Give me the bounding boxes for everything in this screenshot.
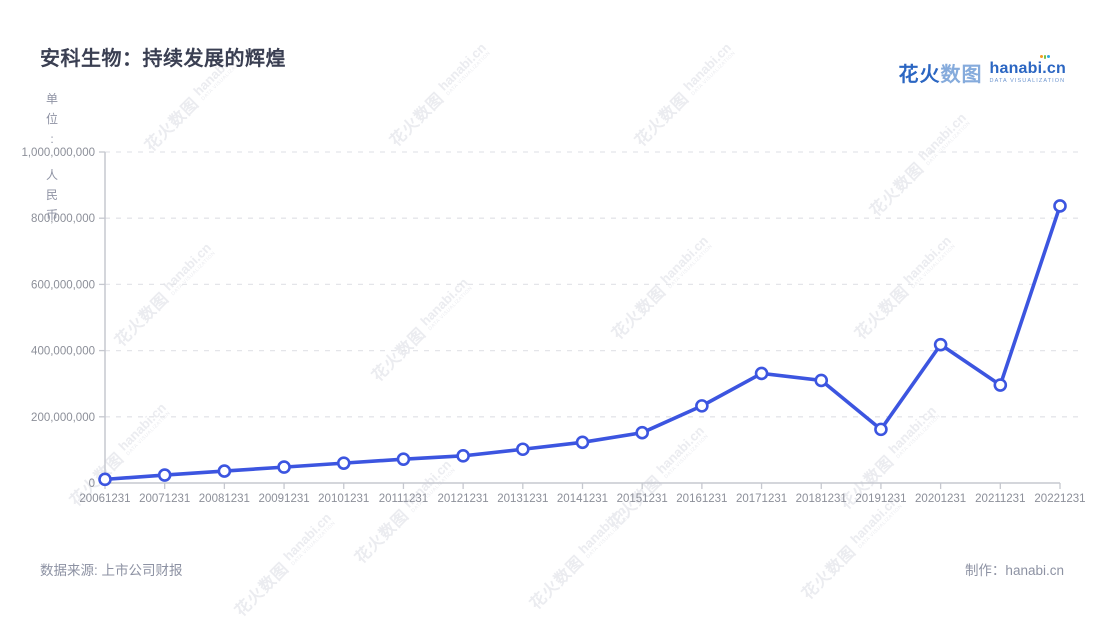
hanabi-logo: 花火数图 hanabi.cn DATA VISUALIZATION <box>899 54 1066 87</box>
data-point-20201231[interactable] <box>933 337 948 352</box>
y-tick-label: 1,000,000,000 <box>21 147 95 159</box>
y-tick-label: 600,000,000 <box>31 279 95 291</box>
x-tick-label: 20181231 <box>796 493 847 505</box>
y-tick-label: 400,000,000 <box>31 346 95 358</box>
data-point-20221231[interactable] <box>1053 199 1067 213</box>
unit-char: : <box>50 132 54 146</box>
logo-cn-light: 数图 <box>940 64 983 86</box>
logo-en-text: hanabi.cn <box>989 59 1066 77</box>
data-point-20061231[interactable] <box>98 472 112 487</box>
data-point-20171231[interactable] <box>754 366 769 381</box>
data-point-20121231[interactable] <box>456 449 470 463</box>
data-point-20081231[interactable] <box>217 464 232 478</box>
data-point-20211231[interactable] <box>993 378 1008 392</box>
x-tick-label: 20161231 <box>676 493 727 505</box>
y-tick-label: 200,000,000 <box>31 412 95 424</box>
x-tick-label: 20141231 <box>557 493 608 505</box>
x-tick-label: 20211231 <box>975 493 1025 505</box>
x-tick-label: 20111231 <box>379 493 428 505</box>
data-point-20071231[interactable] <box>157 468 172 482</box>
x-tick-label: 20101231 <box>318 493 369 505</box>
spark-icon <box>1040 54 1050 59</box>
x-tick-label: 20151231 <box>617 493 668 505</box>
credit-note: 制作：hanabi.cn <box>964 563 1064 578</box>
data-point-20151231[interactable] <box>635 425 649 440</box>
x-tick-label: 20131231 <box>497 493 548 505</box>
x-tick-label: 20071231 <box>139 493 190 505</box>
x-tick-label: 20201231 <box>915 493 966 505</box>
x-tick-label: 20081231 <box>199 493 250 505</box>
data-point-20131231[interactable] <box>516 442 530 457</box>
logo-cn-bold: 花火 <box>898 64 941 86</box>
unit-char: 币 <box>45 208 58 222</box>
unit-char: 单 <box>45 92 58 106</box>
data-source-note: 数据来源: 上市公司财报 <box>40 563 183 578</box>
x-tick-label: 20091231 <box>258 493 309 505</box>
x-tick-label: 20171231 <box>736 493 787 505</box>
data-point-20181231[interactable] <box>814 373 829 388</box>
logo-sub-text: DATA VISUALIZATION <box>989 77 1066 84</box>
x-tick-label: 20221231 <box>1034 493 1085 505</box>
data-point-20101231[interactable] <box>336 456 351 470</box>
y-tick-label: 800,000,000 <box>31 213 95 225</box>
data-point-20161231[interactable] <box>695 399 709 413</box>
unit-char: 人 <box>45 168 58 182</box>
x-tick-label: 20191231 <box>855 493 906 505</box>
unit-char: 位 <box>45 112 58 126</box>
data-point-20141231[interactable] <box>575 435 590 450</box>
data-point-20111231[interactable] <box>396 452 411 466</box>
unit-char: 民 <box>45 188 58 202</box>
y-tick-label: 0 <box>89 478 95 490</box>
data-point-20191231[interactable] <box>874 422 888 437</box>
data-point-20091231[interactable] <box>277 460 291 474</box>
page-title: 安科生物：持续发展的辉煌 <box>40 48 286 70</box>
x-tick-label: 20061231 <box>79 493 130 505</box>
x-tick-label: 20121231 <box>438 493 489 505</box>
y-axis-unit-label: 单位: 人民币 <box>40 89 64 225</box>
logo-cn-text: 花火数图 <box>899 58 983 87</box>
logo-en-block: hanabi.cn DATA VISUALIZATION <box>989 54 1066 85</box>
